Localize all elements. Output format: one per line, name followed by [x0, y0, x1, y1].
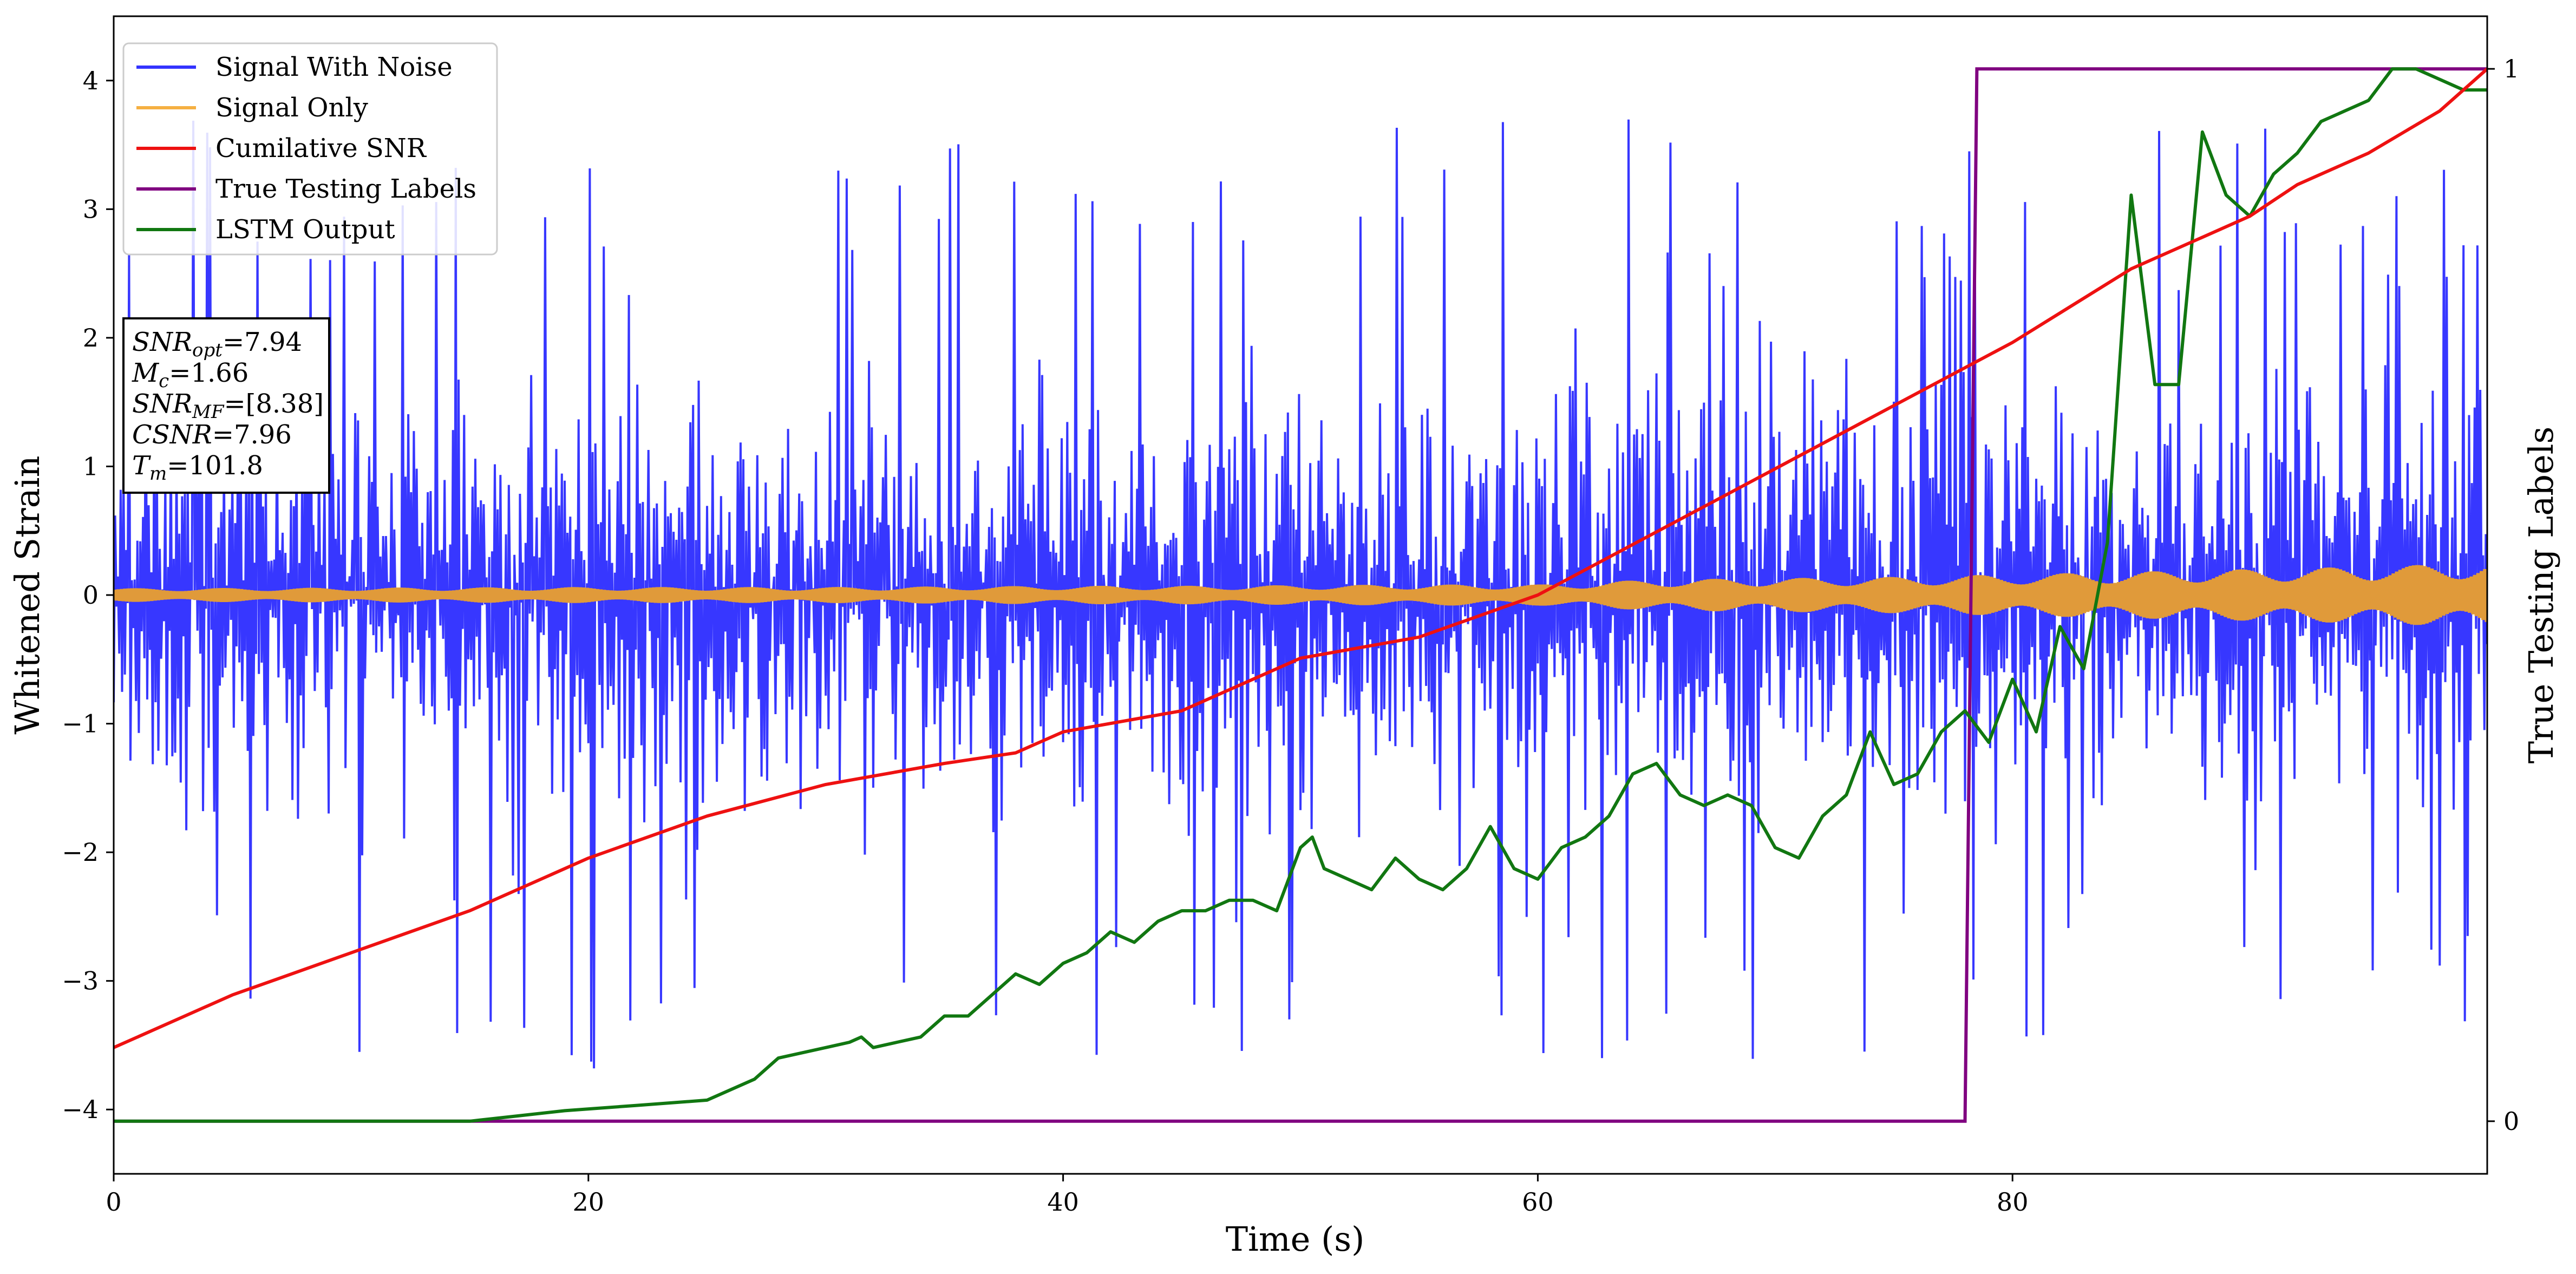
y-tick-label: −2: [62, 838, 99, 867]
info-box: SNRopt=7.94Mc=1.66SNRMF=[8.38]CSNR=7.96T…: [122, 317, 330, 494]
y-tick-label: 4: [83, 66, 99, 95]
y-tick-label: 1: [83, 452, 99, 481]
y-tick-label: 3: [83, 194, 99, 224]
info-box-line: Mc=1.66: [132, 358, 249, 392]
y-right-tick-label: 1: [2503, 54, 2519, 83]
info-box-frame: [122, 317, 330, 494]
x-tick-label: 80: [1997, 1187, 2029, 1217]
y-tick-label: −1: [62, 709, 99, 739]
series-signal-with-noise: [114, 119, 2487, 1069]
series-cumilative-snr: [114, 67, 2487, 1049]
legend-label: LSTM Output: [215, 214, 395, 245]
series-lstm-output: [114, 67, 2487, 1123]
x-tick-label: 0: [106, 1187, 121, 1217]
legend-label: Signal With Noise: [215, 52, 453, 82]
legend-label: Signal Only: [215, 93, 368, 123]
y-axis-right-title: True Testing Labels: [2521, 427, 2561, 764]
info-box-line: SNRMF=[8.38]: [132, 389, 324, 423]
x-tick-label: 40: [1047, 1187, 1079, 1217]
y-tick-label: −3: [62, 966, 99, 996]
y-axis-right-ticks: 01: [2487, 54, 2519, 1136]
legend-box: [122, 42, 498, 256]
legend-label: True Testing Labels: [215, 174, 476, 204]
y-tick-label: 0: [83, 580, 99, 610]
info-box-line: SNRopt=7.94: [132, 327, 302, 361]
info-box-line: Tm=101.8: [132, 450, 263, 485]
series-signal-only: [114, 565, 2487, 625]
y-tick-label: 2: [83, 323, 99, 352]
x-axis-ticks: 0 20 40 60 80: [106, 1174, 2028, 1217]
series-true-testing-labels: [114, 67, 2487, 1123]
y-tick-label: −4: [62, 1095, 99, 1124]
info-box-line: CSNR=7.96: [132, 420, 292, 450]
x-tick-label: 20: [573, 1187, 605, 1217]
legend: Signal With Noise Signal Only Cumilative S…: [122, 42, 498, 256]
x-tick-label: 60: [1522, 1187, 1554, 1217]
legend-label: Cumilative SNR: [215, 133, 427, 164]
y-axis-ticks: −4 −3 −2 −1 0 1 2 3 4: [62, 66, 114, 1124]
x-axis-title: Time (s): [1226, 1219, 1365, 1259]
y-right-tick-label: 0: [2503, 1107, 2519, 1136]
y-axis-title: Whitened Strain: [8, 456, 47, 735]
plot-content: [114, 67, 2487, 1123]
